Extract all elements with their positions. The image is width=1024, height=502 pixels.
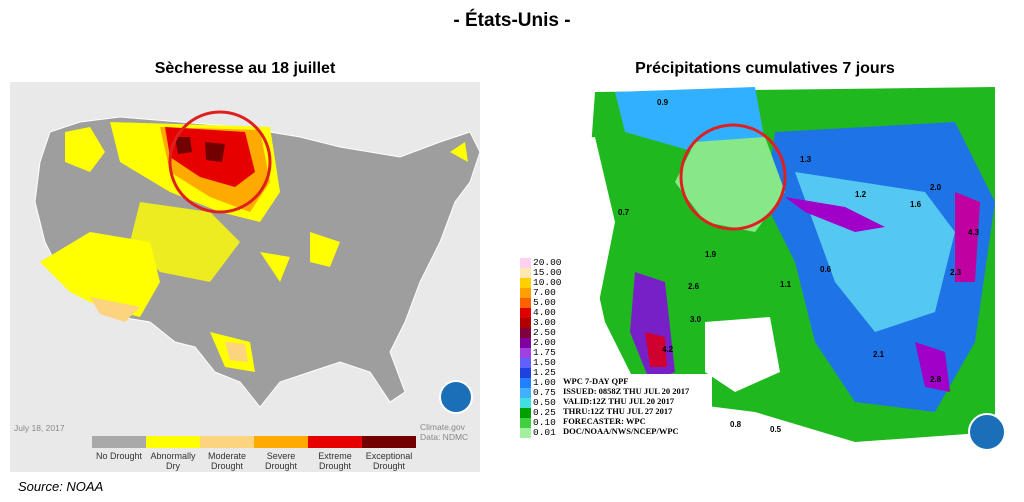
scale-label: 0.25 [533,407,556,418]
scale-label: 3.00 [533,317,556,328]
map-number: 2.1 [873,350,885,359]
map-number: 3.0 [690,315,702,324]
page-title: - États-Unis - [453,10,571,31]
scale-label: 1.25 [533,367,556,378]
map-number: 0.9 [657,98,669,107]
scale-label: 1.50 [533,357,556,368]
info-line: FORECASTER: WPC [563,416,646,426]
scale-label: 10.00 [533,277,562,288]
data-source: Data: NDMC [420,432,469,442]
scale-label: 20.00 [533,257,562,268]
scale-label: 0.10 [533,417,556,428]
credit: Climate.gov [420,422,465,432]
scale-label: 2.50 [533,327,556,338]
map-number: 0.7 [618,208,630,217]
map-number: 1.6 [910,200,922,209]
map-number: 4.3 [968,228,980,237]
scale-label: 5.00 [533,297,556,308]
scale-label: 0.75 [533,387,556,398]
legend-label: Severe Drought [264,451,298,471]
legend-label: Moderate Drought [207,451,247,471]
legend-label: Abnormally Dry [150,451,196,471]
scale-label: 2.00 [533,337,556,348]
info-line: ISSUED: 0858Z THU JUL 20 2017 [563,386,690,396]
panel-title: Précipitations cumulatives 7 jours [635,60,895,77]
scale-label: 1.00 [533,377,556,388]
map-number: 1.2 [855,190,867,199]
scale-label: 1.75 [533,347,556,358]
scale-label: 7.00 [533,287,556,298]
scale-label: 15.00 [533,267,562,278]
map-number: 2.0 [930,183,942,192]
map-number: 2.3 [950,268,962,277]
map-number: 4.2 [662,345,674,354]
info-line: VALID:12Z THU JUL 20 2017 [563,396,675,406]
scale-label: 4.00 [533,307,556,318]
info-line: WPC 7-DAY QPF [563,376,629,386]
legend-label: No Drought [95,451,143,461]
scale-label: 0.50 [533,397,556,408]
map-number: 2.8 [930,375,942,384]
precip-scale-bar [520,258,531,438]
drought-legend-bar [92,436,416,448]
precip-map [555,82,1010,462]
map-number: 1.3 [800,155,812,164]
map-number: 0.6 [820,265,832,274]
drought-map [10,82,480,472]
info-box: WPC 7-DAY QPF ISSUED: 0858Z THU JUL 20 2… [560,374,712,446]
legend-label: Extreme Drought [318,451,352,471]
map-number: 0.8 [730,420,742,429]
source: Source: NOAA [18,479,104,494]
legend-label: Exceptional Drought [365,451,413,471]
map-number: 1.9 [705,250,717,259]
map-date: July 18, 2017 [14,423,65,433]
map-number: 2.6 [688,282,700,291]
map-number: 0.5 [770,425,782,434]
info-line: THRU:12Z THU JUL 27 2017 [563,406,673,416]
panel-title: Sècheresse au 18 juillet [154,60,336,77]
info-line: DOC/NOAA/NWS/NCEP/WPC [563,426,679,436]
map-number: 1.1 [780,280,792,289]
scale-label: 0.01 [533,427,556,438]
